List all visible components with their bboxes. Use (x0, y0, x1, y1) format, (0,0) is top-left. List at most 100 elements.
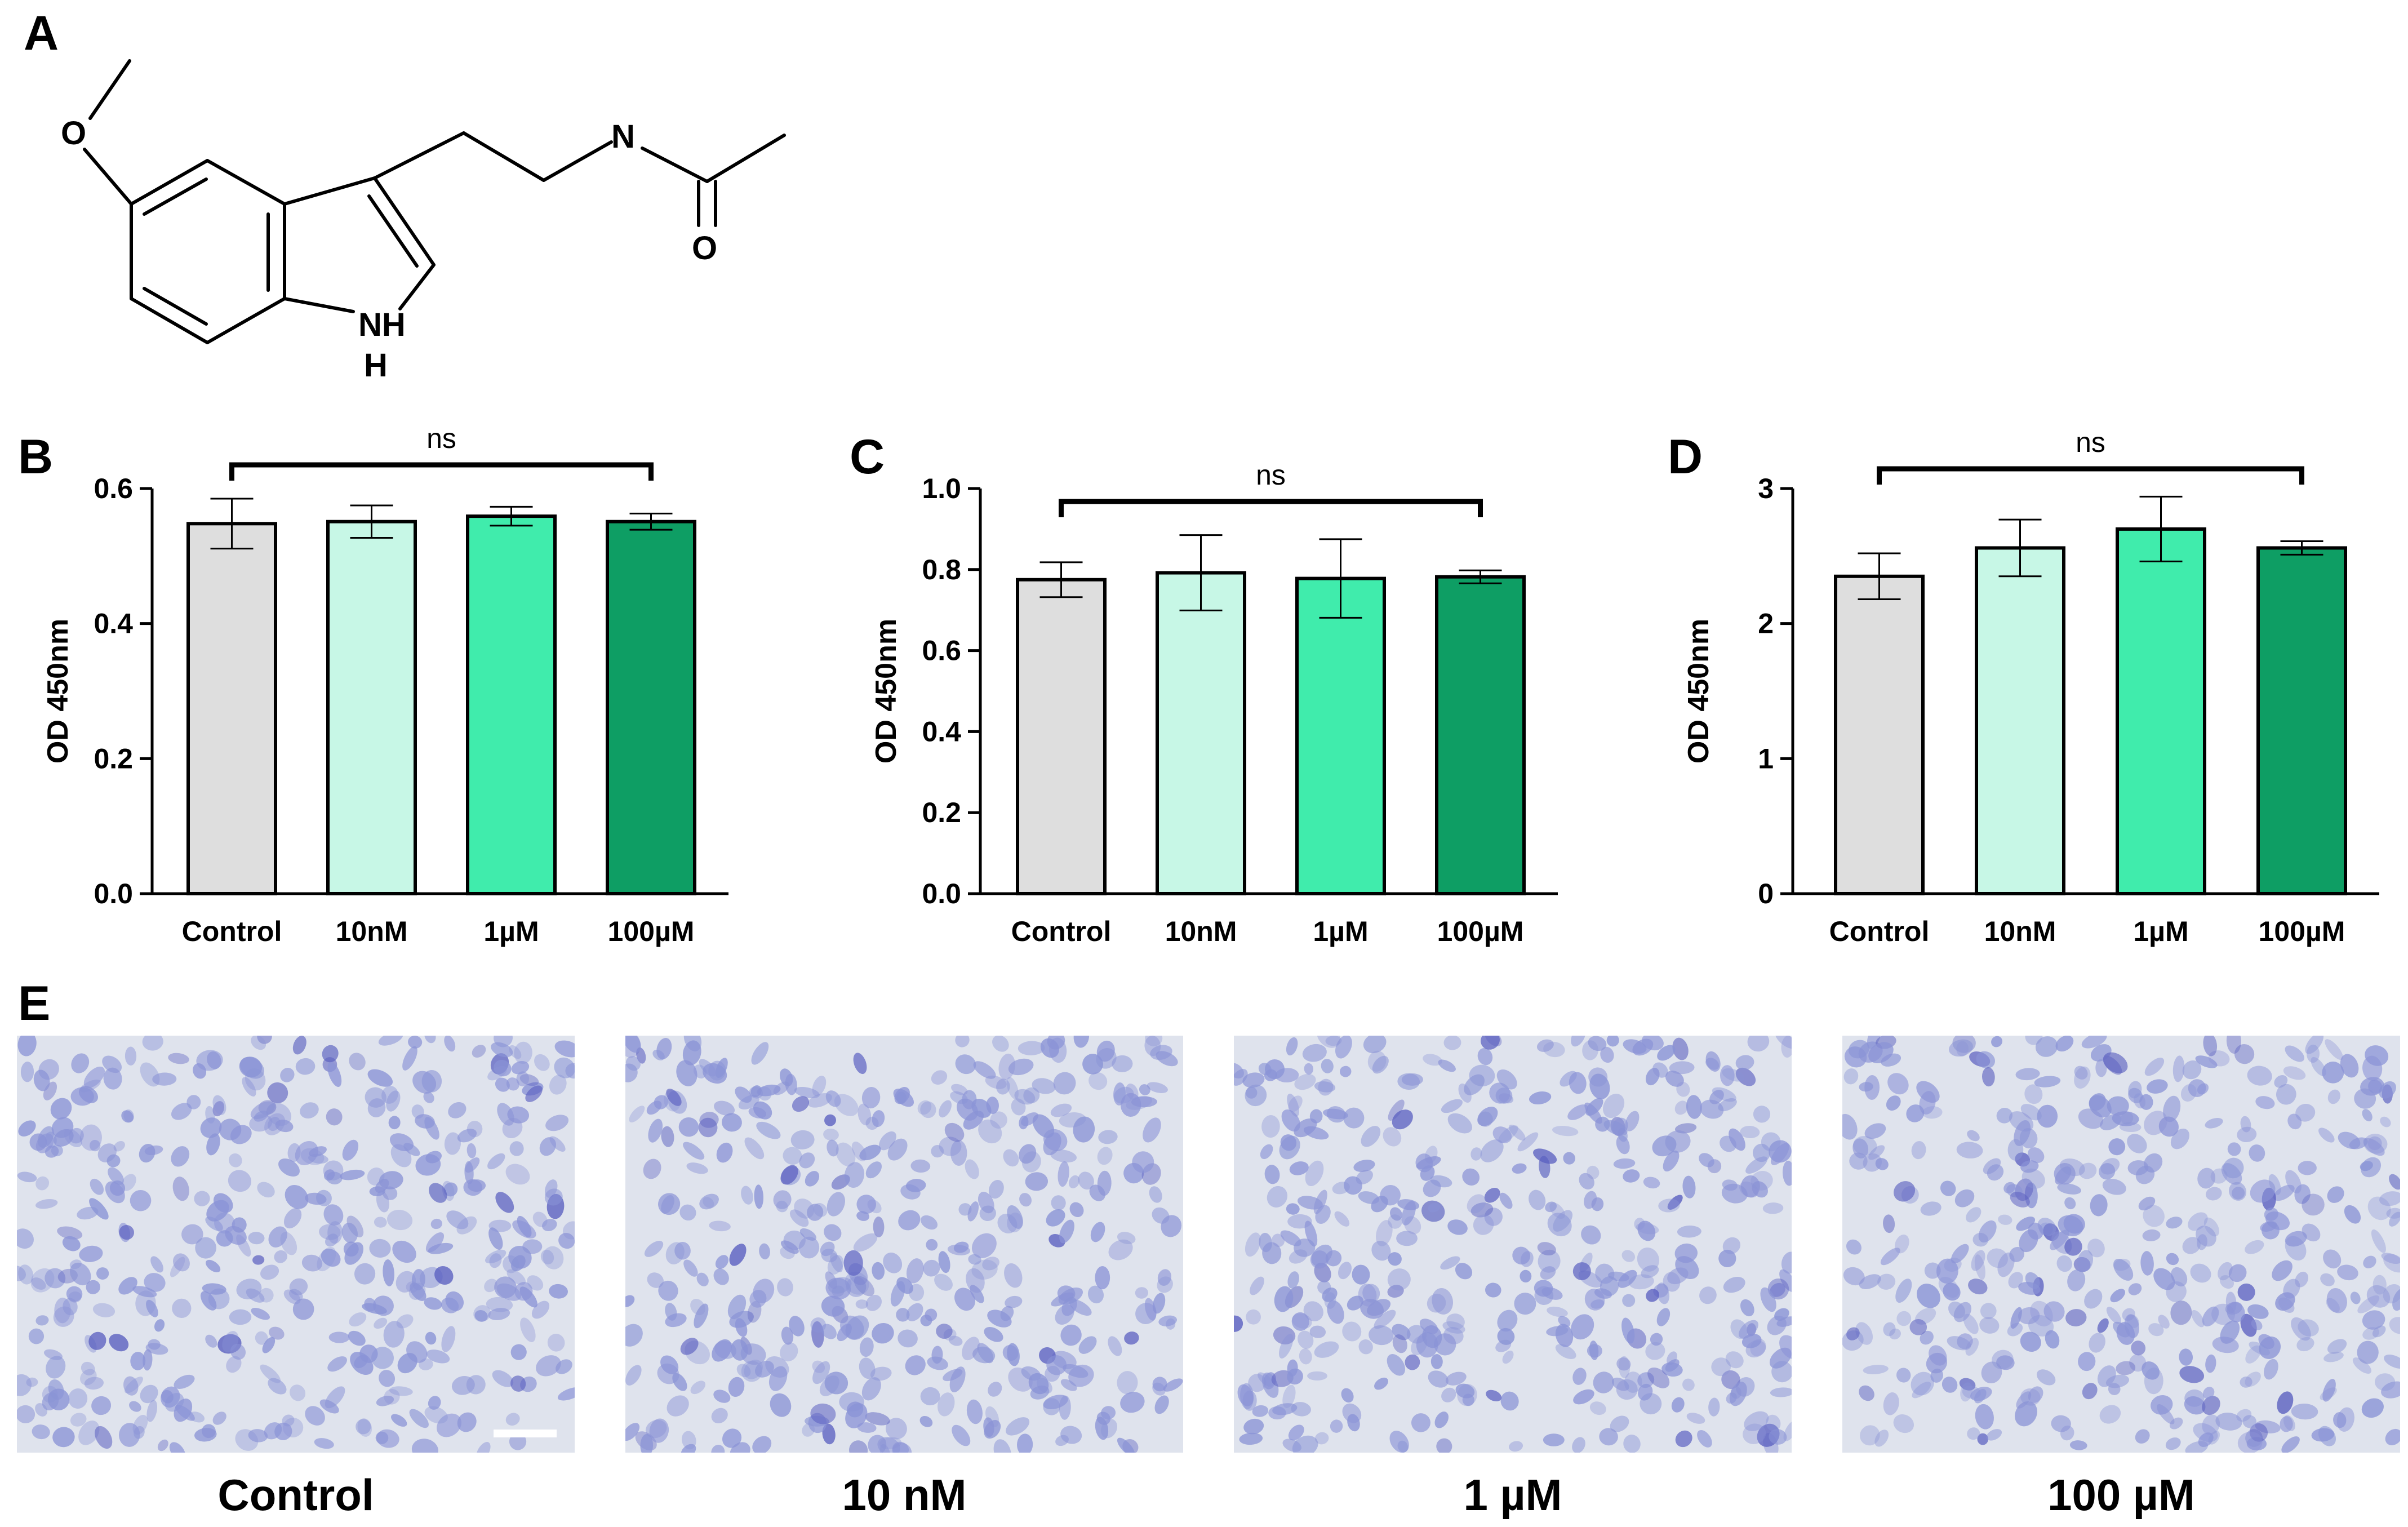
stained-cell (505, 1164, 530, 1185)
stained-cell (1889, 1328, 1901, 1340)
stained-cell (1294, 1118, 1317, 1138)
stained-cell (1335, 1036, 1352, 1059)
stained-cell (389, 1386, 413, 1396)
stained-cell (1298, 1330, 1314, 1349)
stained-cell (832, 1285, 845, 1297)
stained-cell (2190, 1263, 2211, 1283)
stained-cell (95, 1426, 113, 1449)
stained-cell (367, 1069, 393, 1087)
stained-cell (2142, 1361, 2160, 1380)
stained-cell (1126, 1084, 1139, 1100)
stained-cell (1302, 1044, 1327, 1062)
stained-cell (2172, 1055, 2185, 1082)
stained-cell (1967, 1427, 1980, 1440)
stained-cell (476, 1441, 491, 1453)
stained-cell (1374, 1377, 1388, 1390)
stained-cell (1572, 1262, 1591, 1281)
stained-cell (1446, 1313, 1465, 1330)
stained-cell (554, 1040, 575, 1058)
stained-cell (1846, 1239, 1861, 1255)
stained-cell (2095, 1059, 2107, 1077)
stained-cell (1883, 1214, 1895, 1233)
stained-cell (2205, 1117, 2223, 1129)
y-axis-title: OD 450nm (42, 619, 74, 764)
stained-cell (2090, 1194, 2108, 1217)
stained-cell (443, 1182, 458, 1197)
stained-cell (665, 1242, 685, 1264)
stained-cell (1470, 1147, 1482, 1161)
stained-cell (765, 1356, 789, 1378)
stained-cell (1545, 1201, 1557, 1213)
stained-cell (32, 1424, 50, 1440)
stained-cell (181, 1224, 203, 1245)
stained-cell (1360, 1299, 1384, 1319)
stained-cell (1606, 1036, 1619, 1047)
stained-cell (2251, 1319, 2263, 1330)
stained-cell (1893, 1414, 1914, 1433)
stained-cell (2381, 1253, 2400, 1264)
stained-cell (467, 1179, 486, 1192)
stained-cell (2102, 1179, 2126, 1195)
stained-cell (1090, 1222, 1105, 1242)
stained-cell (951, 1084, 968, 1095)
stained-cell (2237, 1431, 2263, 1453)
stained-cell (1529, 1189, 1546, 1210)
stained-cell (2055, 1166, 2072, 1185)
stained-cell (1591, 1197, 1604, 1211)
stained-cell (1975, 1404, 1994, 1430)
stained-cell (437, 1413, 462, 1437)
stained-cell (2081, 1036, 2107, 1049)
stained-cell (1986, 1429, 2002, 1441)
stained-cell (1637, 1372, 1655, 1388)
stained-cell (123, 1109, 134, 1123)
stained-cell (494, 1036, 513, 1047)
stained-cell (843, 1250, 863, 1276)
stained-cell (1512, 1163, 1527, 1174)
stained-cell (1956, 1041, 1969, 1057)
stained-cell (419, 1358, 433, 1370)
stained-cell (1883, 1392, 1899, 1415)
stained-cell (200, 1291, 217, 1311)
stained-cell (1032, 1114, 1055, 1138)
stained-cell (1739, 1320, 1758, 1339)
stained-cell (773, 1081, 789, 1095)
stained-cell (1953, 1302, 1972, 1322)
stained-cell (1502, 1350, 1514, 1364)
stained-cell (1941, 1377, 1958, 1393)
stained-cell (1260, 1144, 1273, 1160)
stained-cell (2203, 1387, 2215, 1399)
stained-cell (81, 1361, 95, 1375)
stained-cell (429, 1183, 447, 1203)
stained-cell (1590, 1299, 1605, 1309)
stained-cell (1288, 1424, 1304, 1441)
stained-cell (152, 1072, 177, 1086)
stained-cell (1096, 1040, 1115, 1062)
stained-cell (1618, 1356, 1630, 1378)
stained-cell (1152, 1377, 1167, 1392)
stained-cell (484, 1279, 497, 1293)
image-caption-control: Control (217, 1470, 374, 1520)
stained-cell (1297, 1196, 1323, 1210)
stained-cell (80, 1369, 97, 1386)
stained-cell (1529, 1091, 1552, 1105)
stained-cell (1438, 1059, 1456, 1072)
chemical-structure (83, 59, 786, 344)
stained-cell (144, 1273, 166, 1292)
stained-cell (1101, 1406, 1116, 1420)
stained-cell (1735, 1067, 1756, 1086)
stained-cell (68, 1388, 88, 1409)
stained-cell (2051, 1415, 2071, 1432)
stained-cell (753, 1279, 775, 1303)
stained-cell (2034, 1076, 2061, 1087)
stained-cell (2362, 1109, 2373, 1122)
stained-cell (274, 1422, 292, 1441)
stained-cell (1330, 1419, 1343, 1433)
stained-cell (920, 1387, 940, 1406)
stained-cell (1287, 1368, 1303, 1385)
stained-cell (2202, 1414, 2220, 1435)
stained-cell (1314, 1081, 1336, 1093)
stained-cell (508, 1045, 522, 1059)
stained-cell (2320, 1273, 2335, 1286)
stained-cell (2060, 1425, 2074, 1441)
y-tick-label: 0 (1758, 878, 1774, 909)
